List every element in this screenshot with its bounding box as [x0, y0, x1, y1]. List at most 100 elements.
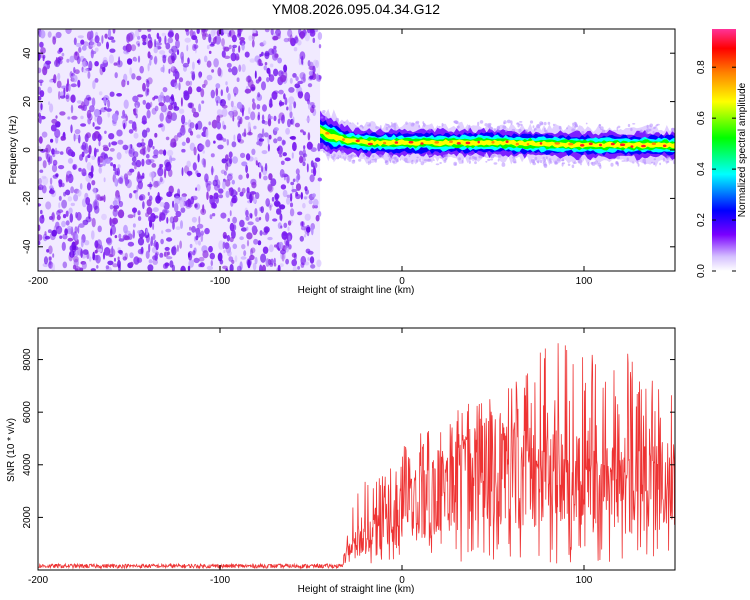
noise-speckle	[302, 202, 306, 209]
noise-speckle	[78, 223, 85, 228]
noise-speckle	[218, 240, 224, 250]
noise-speckle	[265, 198, 271, 207]
noise-speckle	[216, 115, 221, 123]
noise-speckle	[259, 264, 263, 271]
signal-fringe-speckle	[493, 127, 496, 132]
noise-speckle	[39, 90, 45, 98]
noise-speckle	[289, 77, 293, 84]
noise-speckle	[121, 253, 126, 258]
noise-speckle	[147, 264, 154, 271]
noise-speckle	[301, 76, 306, 84]
noise-speckle	[182, 62, 189, 68]
noise-speckle	[210, 153, 215, 158]
noise-speckle	[49, 177, 53, 185]
noise-speckle	[98, 140, 101, 147]
noise-speckle	[265, 212, 270, 222]
noise-speckle	[261, 150, 268, 155]
signal-fringe-speckle	[637, 163, 640, 167]
noise-speckle	[227, 93, 231, 101]
signal-fringe-speckle	[408, 153, 411, 158]
signal-fringe-speckle	[393, 125, 397, 131]
noise-speckle	[123, 173, 129, 180]
signal-fringe-speckle	[506, 119, 511, 124]
noise-speckle	[260, 165, 264, 173]
signal-fringe-speckle	[530, 159, 535, 164]
noise-speckle	[250, 111, 256, 121]
noise-speckle	[106, 41, 109, 50]
noise-speckle	[223, 124, 227, 130]
noise-speckle	[195, 235, 199, 241]
noise-speckle	[175, 39, 180, 49]
noise-speckle	[134, 101, 141, 109]
signal-fringe-speckle	[335, 117, 340, 122]
noise-speckle	[163, 251, 169, 257]
noise-speckle	[263, 132, 269, 138]
noise-speckle	[81, 61, 88, 68]
noise-speckle	[200, 88, 205, 98]
noise-speckle	[121, 115, 127, 119]
signal-fringe-speckle	[552, 123, 555, 126]
noise-speckle	[79, 154, 84, 161]
noise-speckle	[92, 122, 95, 127]
signal-fringe-speckle	[591, 161, 596, 166]
noise-speckle	[283, 253, 286, 260]
noise-speckle	[38, 96, 42, 101]
noise-speckle	[171, 264, 175, 271]
signal-fringe-speckle	[454, 120, 458, 124]
noise-speckle	[229, 236, 234, 243]
signal-fringe-speckle	[418, 125, 421, 128]
noise-speckle	[297, 173, 301, 181]
signal-fringe-speckle	[322, 110, 326, 113]
noise-speckle	[297, 211, 303, 216]
signal-fringe-speckle	[566, 127, 568, 130]
noise-speckle	[236, 32, 242, 38]
noise-speckle	[77, 35, 84, 39]
signal-fringe-speckle	[577, 159, 580, 164]
signal-fringe-speckle	[561, 162, 564, 167]
noise-speckle	[167, 37, 174, 44]
noise-speckle	[153, 180, 159, 188]
signal-fringe-speckle	[381, 154, 384, 158]
signal-fringe-speckle	[542, 156, 545, 160]
noise-speckle	[229, 111, 233, 119]
noise-speckle	[196, 29, 200, 34]
noise-speckle	[43, 256, 49, 265]
signal-fringe-speckle	[539, 159, 543, 164]
noise-speckle	[210, 29, 215, 37]
noise-speckle	[48, 189, 55, 194]
noise-speckle	[117, 164, 121, 169]
noise-speckle	[209, 252, 215, 260]
noise-speckle	[94, 61, 99, 67]
y-tick-label: -40	[22, 239, 33, 254]
noise-speckle	[72, 164, 77, 170]
noise-speckle	[63, 191, 67, 197]
noise-speckle	[263, 175, 268, 181]
noise-speckle	[221, 50, 226, 58]
noise-speckle	[95, 192, 98, 202]
signal-fringe-speckle	[441, 122, 444, 127]
noise-speckle	[39, 29, 46, 39]
noise-speckle	[267, 183, 273, 192]
signal-fringe-speckle	[474, 161, 477, 165]
signal-fringe-speckle	[404, 161, 409, 163]
noise-speckle	[94, 205, 100, 214]
noise-speckle	[61, 199, 67, 209]
noise-speckle	[142, 201, 145, 210]
noise-speckle	[67, 237, 74, 242]
noise-speckle	[231, 141, 237, 148]
noise-speckle	[236, 77, 240, 82]
noise-speckle	[166, 256, 173, 260]
noise-speckle	[251, 181, 257, 189]
noise-speckle	[305, 248, 311, 254]
noise-speckle	[192, 162, 197, 171]
signal-fringe-speckle	[532, 125, 535, 129]
noise-speckle	[238, 64, 242, 72]
noise-speckle	[134, 165, 137, 170]
noise-speckle	[289, 193, 293, 202]
noise-speckle	[287, 220, 292, 226]
noise-speckle	[41, 185, 47, 194]
noise-speckle	[254, 256, 258, 265]
signal-fringe-speckle	[394, 124, 397, 127]
noise-speckle	[62, 214, 67, 219]
x-tick-label: -100	[210, 276, 230, 287]
